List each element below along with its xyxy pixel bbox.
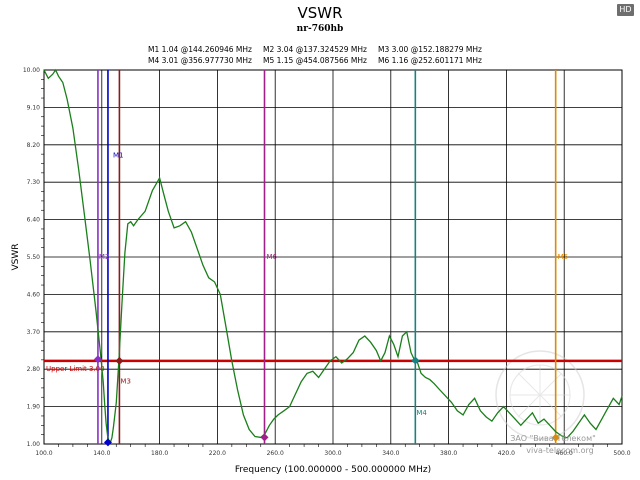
marker-point-m6 — [260, 433, 269, 442]
watermark-logo — [495, 350, 585, 440]
x-tick-label: 460.0 — [556, 450, 573, 457]
x-tick-label: 180.0 — [151, 450, 168, 457]
y-tick-label: 7.30 — [27, 179, 41, 186]
y-tick-label: 8.20 — [27, 142, 41, 149]
legend-m4: M4 3.01 @356.977730 MHz — [148, 56, 252, 65]
y-tick-label: 1.90 — [27, 404, 41, 411]
y-tick-label: 4.60 — [27, 291, 41, 298]
x-tick-label: 500.0 — [613, 450, 630, 457]
y-tick-label: 2.80 — [27, 366, 41, 373]
y-tick-label: 1.00 — [27, 441, 41, 448]
y-tick-label: 9.10 — [27, 104, 41, 111]
marker-point-m5 — [551, 433, 560, 442]
watermark-line1: ЗАО "Вива-Телеком" — [510, 434, 596, 443]
marker-flag-m5: M5 — [558, 253, 569, 261]
y-tick-label: 3.70 — [27, 329, 41, 336]
x-tick-label: 300.0 — [324, 450, 341, 457]
legend-m5: M5 1.15 @454.087566 MHz — [263, 56, 367, 65]
marker-lines — [97, 70, 557, 444]
watermark-line2: viva-telecom.org — [526, 446, 593, 455]
x-tick-label: 220.0 — [209, 450, 226, 457]
legend-m1: M1 1.04 @144.260946 MHz — [148, 45, 252, 54]
marker-flag-m6: M6 — [267, 253, 278, 261]
chart-title: VSWR — [297, 4, 342, 22]
hd-badge: HD — [617, 4, 634, 16]
marker-legend: M1 1.04 @144.260946 MHz M2 3.04 @137.324… — [148, 45, 482, 65]
legend-m3: M3 3.00 @152.188279 MHz — [378, 45, 482, 54]
legend-m2: M2 3.04 @137.324529 MHz — [263, 45, 367, 54]
upper-limit-label: Upper Limit 3.00 — [46, 365, 105, 373]
x-axis-label: Frequency (100.000000 - 500.000000 MHz) — [235, 465, 431, 475]
y-tick-label: 5.50 — [27, 254, 41, 261]
y-tick-label: 6.40 — [27, 217, 41, 224]
chart-subtitle: nr-760hb — [297, 24, 344, 34]
marker-flags: M1 M2 M3 M4 M5 M6 — [99, 151, 568, 417]
x-tick-label: 100.0 — [35, 450, 52, 457]
x-tick-label: 140.0 — [93, 450, 110, 457]
x-tick-label: 340.0 — [382, 450, 399, 457]
x-tick-labels: 100.0 140.0 180.0 220.0 260.0 300.0 340.0 380.0… — [35, 450, 630, 457]
series-line-vswr — [43, 68, 623, 444]
marker-flag-m2: M2 — [99, 253, 110, 261]
x-tick-label: 420.0 — [498, 450, 515, 457]
x-tick-label: 260.0 — [267, 450, 284, 457]
upper-limit: Upper Limit 3.00 — [44, 359, 622, 373]
marker-flag-m4: M4 — [416, 409, 427, 417]
marker-point-m4 — [411, 356, 420, 365]
y-axis-label: VSWR — [11, 243, 21, 270]
y-tick-label: 10.00 — [23, 67, 40, 74]
marker-point-m1 — [103, 438, 112, 447]
legend-m6: M6 1.16 @252.601171 MHz — [378, 56, 482, 65]
marker-flag-m3: M3 — [120, 378, 131, 386]
marker-points — [93, 355, 560, 447]
marker-point-m2 — [93, 355, 102, 364]
marker-flag-m1: M1 — [113, 151, 124, 159]
grid — [41, 70, 622, 447]
y-tick-labels: 1.00 1.90 2.80 3.70 4.60 5.50 6.40 7.30 8.20 9.10… — [23, 67, 40, 448]
x-tick-label: 380.0 — [440, 450, 457, 457]
marker-point-m3 — [115, 356, 124, 365]
